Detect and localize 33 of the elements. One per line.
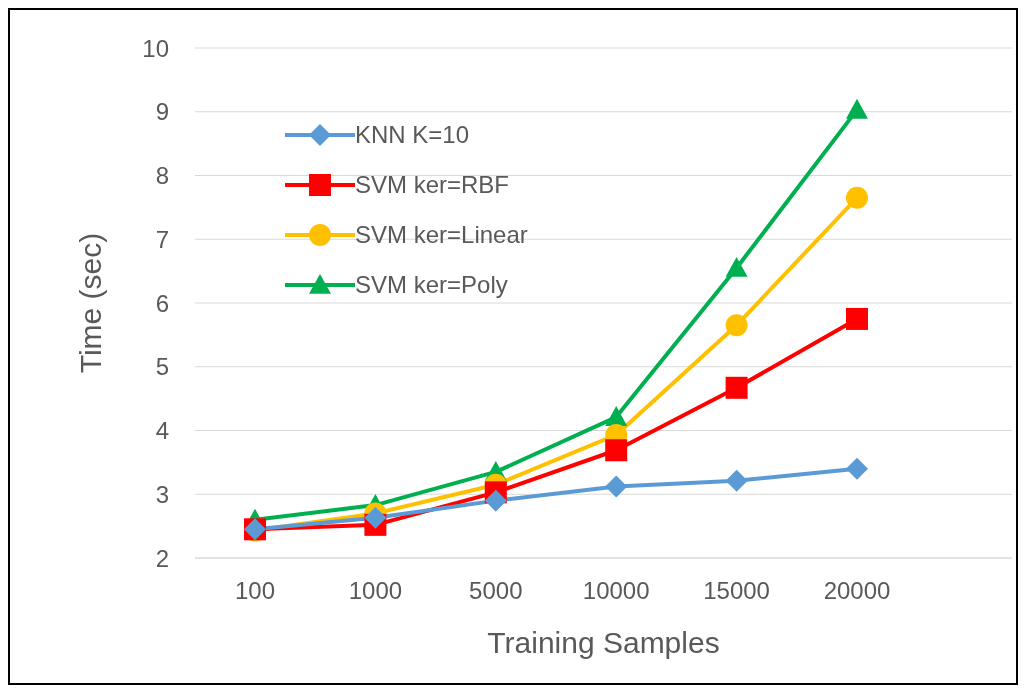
point <box>725 314 748 337</box>
legend-label: SVM ker=Poly <box>355 271 508 299</box>
point <box>846 457 868 480</box>
point <box>605 475 628 498</box>
y-tick-label: 2 <box>155 544 169 572</box>
point <box>725 256 748 277</box>
point <box>725 469 748 492</box>
x-axis-title: Training Samples <box>487 626 720 659</box>
point <box>846 186 868 209</box>
y-tick-label: 8 <box>155 162 169 190</box>
y-axis-title: Time (sec) <box>73 232 107 374</box>
y-tick-label: 5 <box>155 353 169 381</box>
x-tick-label: 10000 <box>582 577 650 605</box>
point <box>484 489 507 512</box>
point <box>725 376 748 399</box>
point <box>846 307 868 330</box>
point <box>846 98 868 119</box>
y-tick-label: 10 <box>142 34 169 62</box>
y-tick-label: 4 <box>155 417 169 445</box>
point <box>605 439 628 462</box>
y-tick-label: 6 <box>155 289 169 317</box>
y-tick-label: 9 <box>155 98 169 126</box>
x-tick-label: 100 <box>234 577 276 605</box>
legend-label: SVM ker=Linear <box>355 221 528 249</box>
x-tick-label: 1000 <box>348 577 403 605</box>
legend-label: KNN K=10 <box>355 121 470 149</box>
legend-label: SVM ker=RBF <box>355 171 510 199</box>
y-tick-label: 3 <box>155 480 169 508</box>
x-tick-label: 15000 <box>703 577 770 605</box>
y-tick-label: 7 <box>155 225 169 253</box>
point <box>605 406 628 426</box>
x-tick-label: 20000 <box>823 577 891 605</box>
x-tick-label: 5000 <box>469 577 523 605</box>
